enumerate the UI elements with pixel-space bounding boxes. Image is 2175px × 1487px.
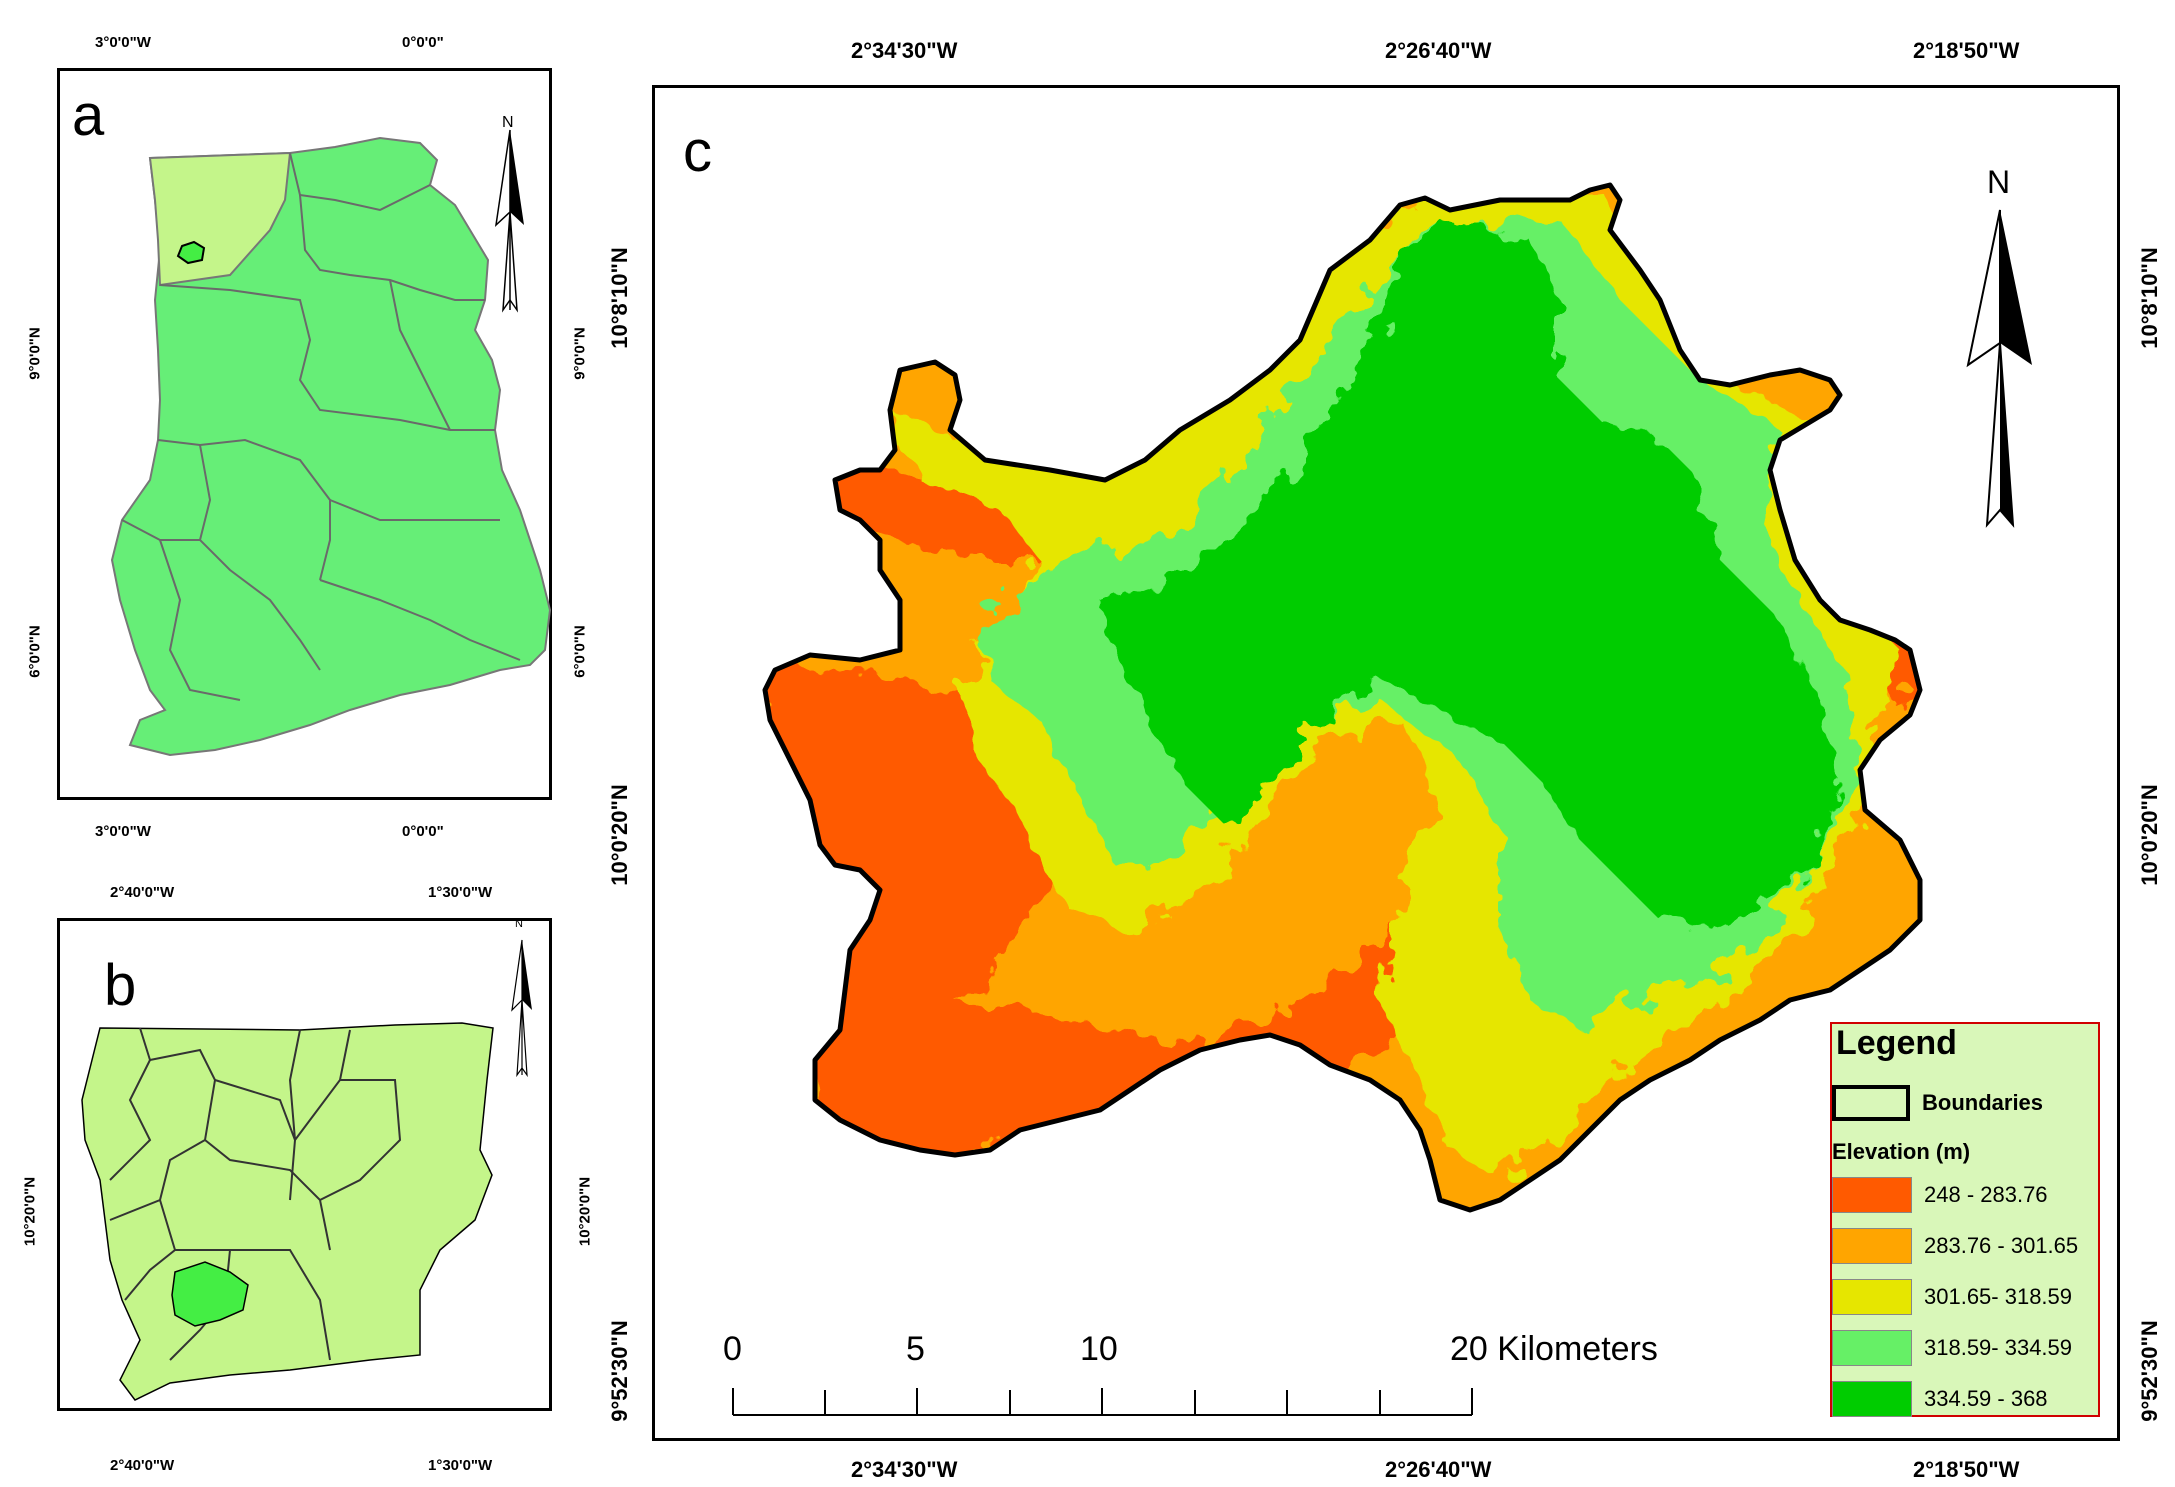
panel-c-bottom-tick-1: 2°34'30"W (851, 1457, 958, 1482)
legend-box: Legend Boundaries Elevation (m) 248 - 28… (1830, 1022, 2100, 1417)
legend-class-2: 283.76 - 301.65 (1832, 1227, 2078, 1265)
panel-b-top-tick-2: 1°30'0"W (428, 884, 493, 901)
upper-west-district-boundaries (109, 1027, 402, 1361)
panel-a-north-arrow (494, 129, 524, 313)
panel-c-top-tick-2: 2°26'40"W (1385, 38, 1492, 63)
scale-label-20: 20 Kilometers (1450, 1330, 1658, 1368)
panel-c-north-arrow (1966, 209, 2032, 528)
scale-label-0: 0 (723, 1330, 742, 1368)
panel-a-bottom-tick-1: 3°0'0"W (95, 823, 151, 840)
study-district-a (176, 240, 206, 265)
legend-class-5: 334.59 - 368 (1832, 1380, 2048, 1418)
legend-title: Legend (1836, 1024, 1957, 1062)
legend-boundaries: Boundaries (1832, 1084, 2043, 1122)
panel-b-north-label: N (515, 918, 523, 930)
panel-a-letter: a (72, 83, 105, 148)
legend-class-1: 248 - 283.76 (1832, 1176, 2048, 1214)
legend-class-5-label: 334.59 - 368 (1924, 1386, 2048, 1411)
boundaries-swatch (1832, 1085, 1910, 1121)
scale-label-5: 5 (906, 1330, 925, 1368)
panel-c-top-tick-1: 2°34'30"W (851, 38, 958, 63)
panel-c-north-label: N (1987, 164, 2011, 200)
elevation-title: Elevation (m) (1832, 1139, 1971, 1164)
panel-c-bottom-tick-2: 2°26'40"W (1385, 1457, 1492, 1482)
panel-b-bottom-tick-1: 2°40'0"W (110, 1457, 175, 1474)
legend-class-1-label: 248 - 283.76 (1924, 1182, 2048, 1207)
legend-class-5-swatch (1832, 1381, 1912, 1417)
panel-a-north-label: N (502, 114, 514, 131)
legend-class-4-swatch (1832, 1330, 1912, 1366)
ghana-region-boundaries (121, 152, 521, 701)
panel-b-letter: b (104, 953, 137, 1018)
legend-class-2-label: 283.76 - 301.65 (1924, 1233, 2079, 1258)
panel-c-letter: c (683, 119, 712, 184)
legend-class-3: 301.65- 318.59 (1832, 1278, 2072, 1316)
panel-b-top-tick-1: 2°40'0"W (110, 884, 175, 901)
panel-a-top-tick-1: 3°0'0"W (95, 34, 151, 51)
boundaries-label: Boundaries (1922, 1090, 2044, 1115)
legend-class-3-swatch (1832, 1279, 1912, 1315)
panel-a-top-tick-2: 0°0'0" (402, 34, 444, 51)
legend-class-4: 318.59- 334.59 (1832, 1329, 2072, 1367)
legend-class-3-label: 301.65- 318.59 (1924, 1284, 2073, 1309)
legend-class-1-swatch (1832, 1177, 1912, 1213)
scale-bar (732, 1388, 1473, 1416)
legend-class-4-label: 318.59- 334.59 (1924, 1335, 2073, 1360)
panel-b-north-arrow (511, 939, 532, 1078)
panel-b-bottom-tick-2: 1°30'0"W (428, 1457, 493, 1474)
legend-class-2-swatch (1832, 1228, 1912, 1264)
panel-c-top-tick-3: 2°18'50"W (1913, 38, 2020, 63)
study-area-boundary (762, 182, 1923, 1213)
study-district-b (171, 1261, 249, 1327)
panel-a-bottom-tick-2: 0°0'0" (402, 823, 444, 840)
panel-c-bottom-tick-3: 2°18'50"W (1913, 1457, 2020, 1482)
ghana-country-shape (110, 136, 552, 757)
scale-label-10: 10 (1080, 1330, 1118, 1368)
elevation-raster (765, 185, 1920, 1210)
